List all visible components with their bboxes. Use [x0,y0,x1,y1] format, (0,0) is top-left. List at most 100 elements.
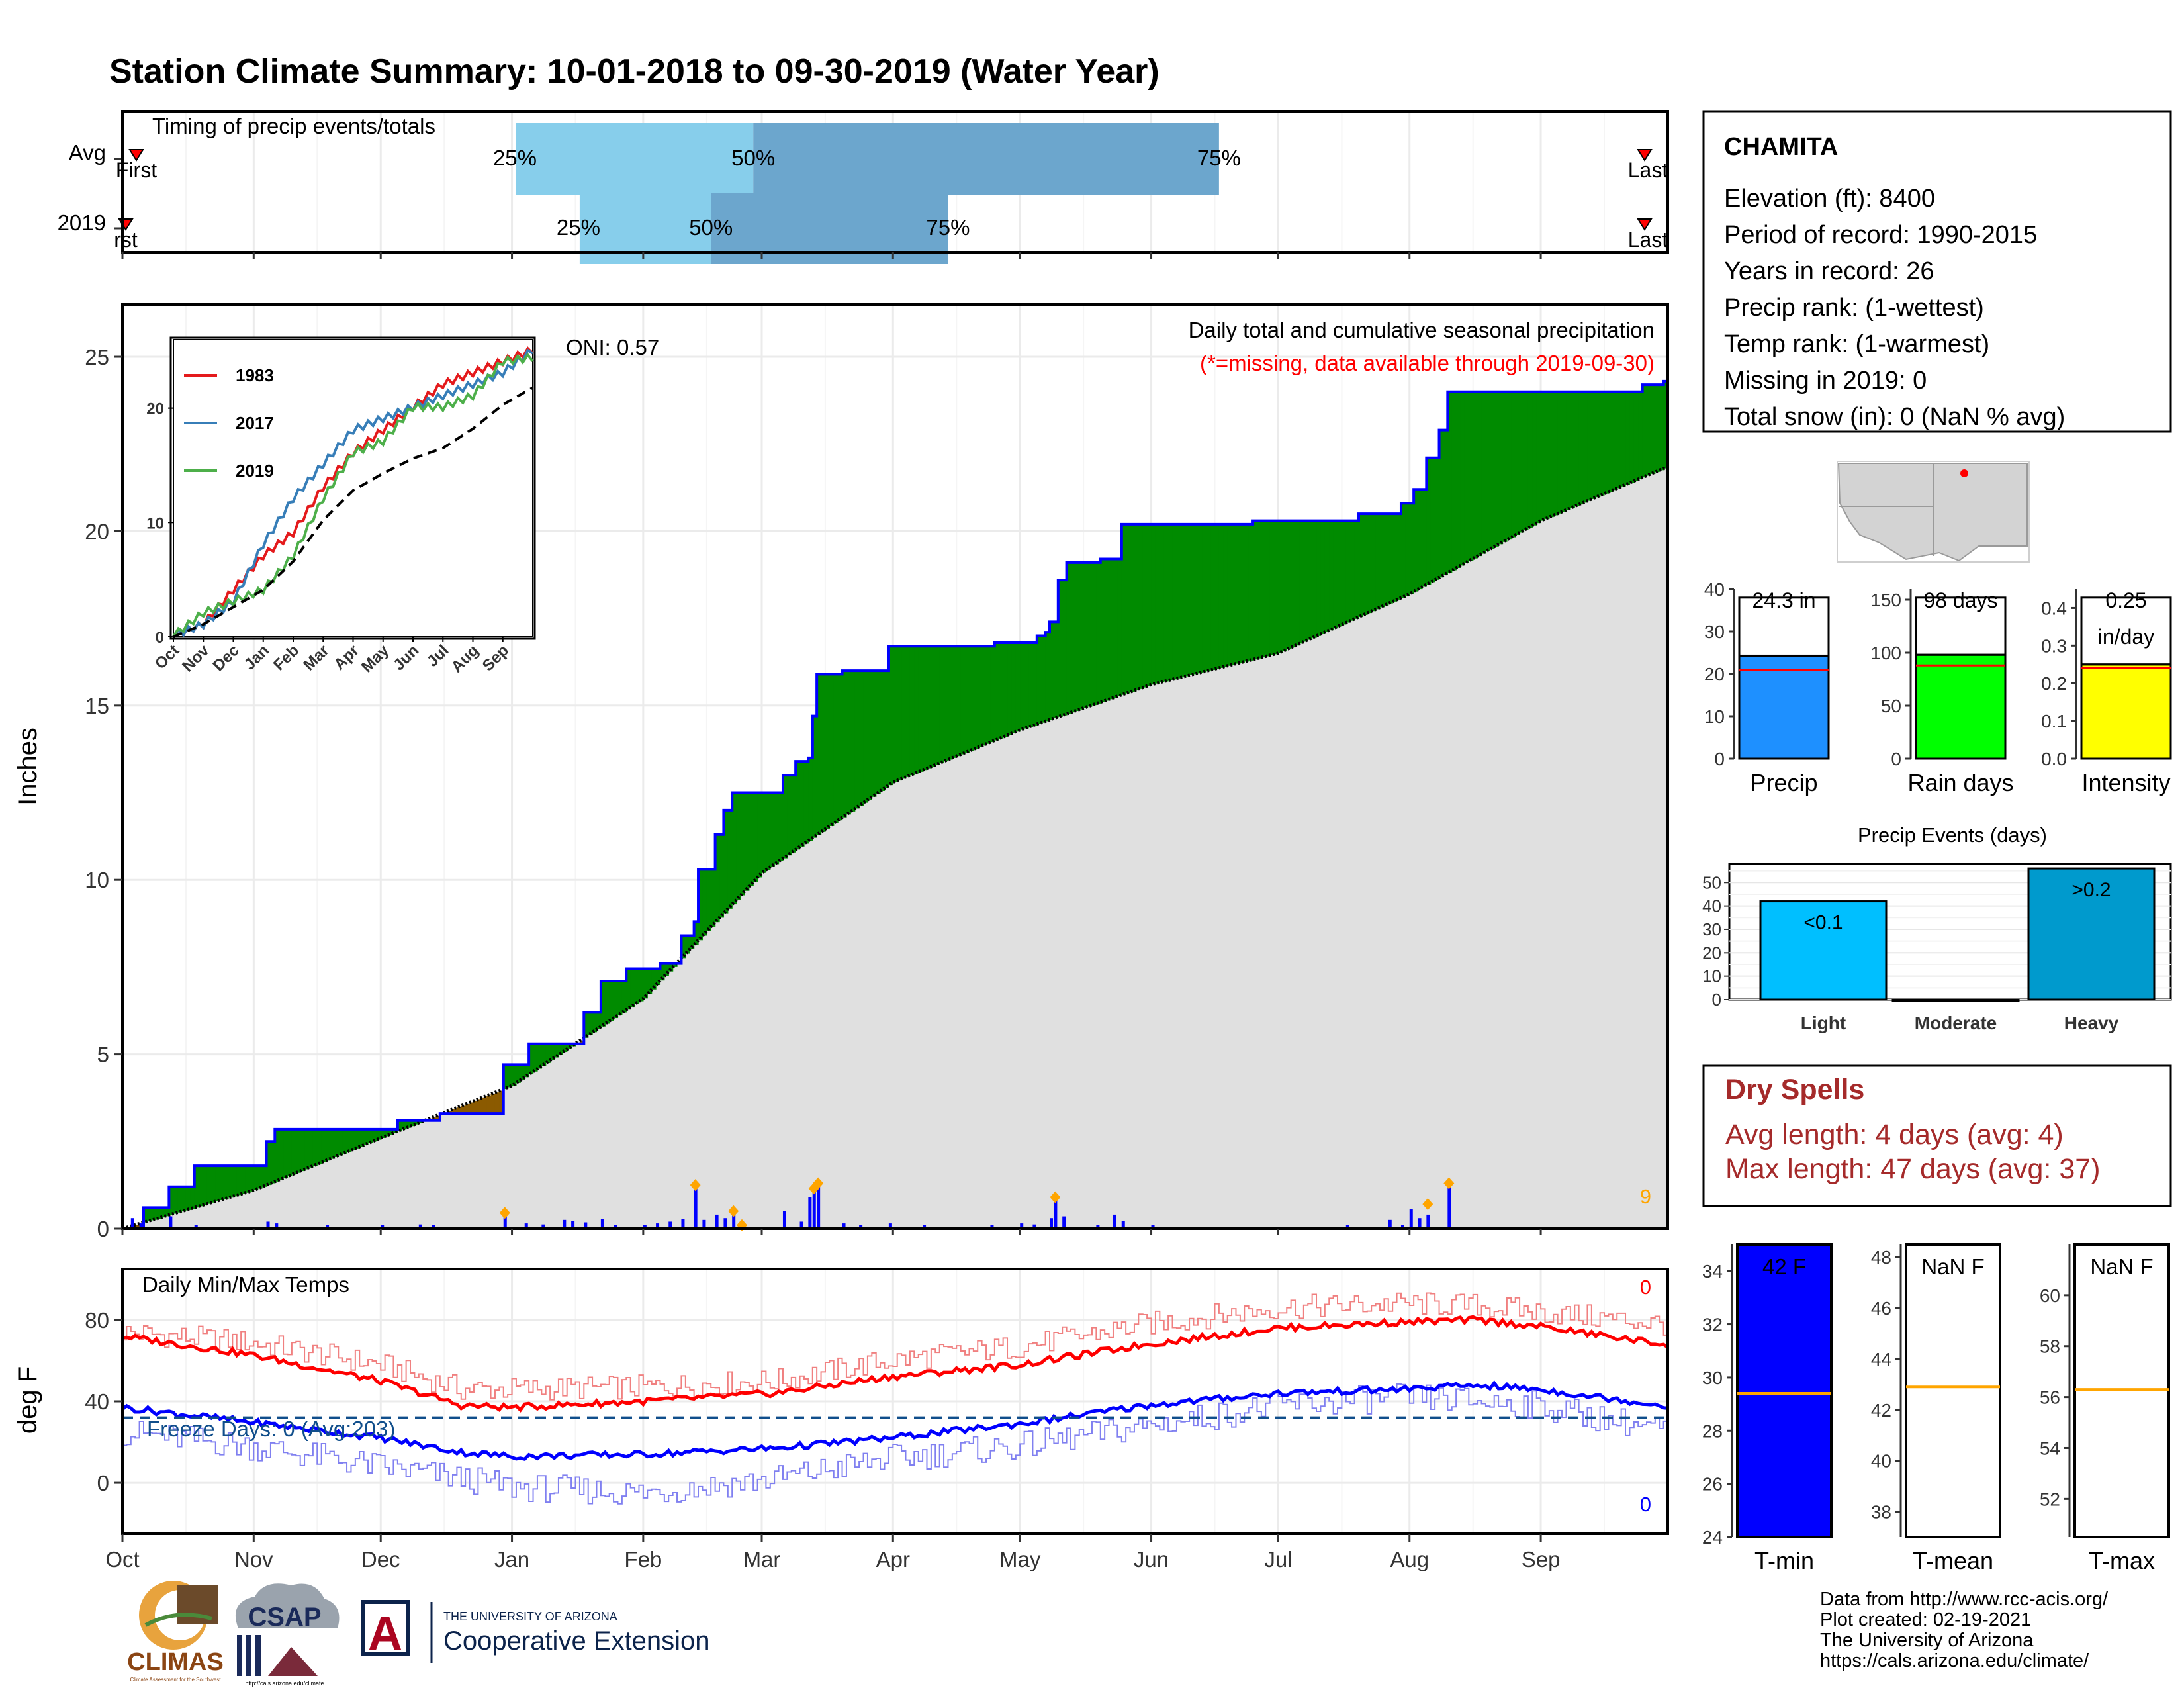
above-average-fill [1566,391,1571,510]
temp-bar-label: T-max [2089,1547,2155,1574]
above-average-fill [1265,520,1271,657]
daily-precip-bar [326,1225,330,1229]
above-average-fill [529,1043,534,1075]
above-average-fill [503,1064,508,1090]
above-average-fill [893,646,898,782]
above-average-fill [808,757,813,841]
above-average-fill [1261,520,1266,658]
daily-precip-bar [702,1219,706,1229]
daily-precip-bar [1151,1225,1155,1229]
events-ytick-label: 0 [1712,990,1721,1009]
above-average-fill [1647,385,1652,476]
above-average-fill [1490,391,1495,549]
climas-logo: CLIMAS Climate Assessment for the Southw… [127,1581,224,1683]
above-average-fill [1223,524,1228,667]
month-tick-label: Apr [876,1547,910,1571]
extreme-event-marker [728,1205,739,1217]
above-average-fill [169,1186,174,1215]
station-location-dot [1960,469,1968,477]
above-average-fill [312,1129,318,1166]
temperature-bars: 24 26 28 30 32 34 42 F T-min 38 40 42 44 46 48 NaN F T-… [1702,1243,2170,1574]
temp-bar-ytick-label: 48 [1871,1247,1891,1268]
station-info-line: Elevation (ft): 8400 [1724,185,1935,212]
above-average-fill [1218,524,1224,668]
above-average-fill [1612,391,1617,491]
above-average-fill [1608,391,1614,492]
above-average-fill [774,792,780,865]
above-average-fill [1354,520,1359,619]
temp-bar-ytick-label: 44 [1871,1349,1891,1370]
above-average-fill [1168,524,1173,680]
above-average-fill [1189,524,1195,675]
above-average-fill [1100,559,1105,702]
daily-precip-bar [715,1214,719,1229]
above-average-fill [152,1207,157,1220]
dry-spells-avg: Avg length: 4 days (avg: 4) [1725,1119,2064,1150]
daily-precip-bar [694,1188,698,1229]
above-average-fill [1130,524,1135,692]
above-average-fill [796,761,801,850]
above-average-fill [1269,520,1275,655]
csap-url: http://cals.arizona.edu/climate [245,1680,324,1687]
above-average-fill [1642,385,1647,478]
above-average-fill [656,968,661,985]
above-average-fill [1388,514,1393,604]
daily-precip-bar [799,1221,803,1229]
daily-precip-bar [563,1219,567,1229]
month-tick-label: Nov [234,1547,273,1571]
above-average-fill [1443,430,1448,575]
above-average-fill [1553,391,1559,516]
summary-bar-frame [1738,596,1830,657]
above-average-fill [626,968,631,1010]
summary-value-label: 0.25 [2105,588,2146,612]
above-average-fill [524,1064,529,1078]
timing-last-label: Last [1628,228,1668,252]
daily-precip-bar [817,1186,821,1229]
precip-ytick-label: 25 [85,345,109,369]
above-average-fill [1032,642,1038,726]
above-average-fill [143,1207,148,1223]
inset-ytick-label: 20 [146,400,164,418]
temp-bar-ytick-label: 42 [1871,1400,1891,1421]
above-average-fill [1655,385,1660,473]
above-average-fill [927,646,932,769]
temp-panel: 0 40 80 Daily Min/Max Temps Freeze Days: 0… [13,252,1669,1571]
above-average-fill [1502,391,1508,542]
above-average-fill [1028,642,1034,727]
above-average-fill [698,869,704,941]
above-average-fill [321,1129,326,1162]
precip-panel-title: Daily total and cumulative seasonal prec… [1189,318,1655,342]
timing-title: Timing of precip events/totals [152,114,435,138]
summary-ytick-label: 100 [1870,643,1901,663]
month-tick-label: May [999,1547,1041,1571]
timing-pct-label: 50% [731,146,775,170]
extreme-event-marker [1050,1191,1061,1203]
footer-line-3: The University of Arizona [1820,1630,2034,1651]
temp-ylabel: deg F [13,1366,42,1434]
above-average-fill [778,792,784,861]
above-average-fill [296,1129,301,1173]
above-average-fill [1451,391,1457,571]
above-average-fill [854,671,860,809]
above-average-fill [1138,524,1144,689]
above-average-fill [1075,562,1080,711]
above-average-fill [1113,559,1118,698]
normal-tmin-line [121,1380,1668,1462]
below-average-fill [473,1100,478,1114]
above-average-fill [1396,514,1402,600]
daily-precip-bar [1409,1209,1413,1229]
above-average-fill [541,1043,547,1066]
above-average-fill [338,1129,343,1156]
above-average-fill [1414,489,1419,592]
above-average-fill [817,674,822,835]
above-average-fill [1163,524,1169,682]
above-average-fill [1541,391,1546,521]
above-average-fill [833,674,839,823]
summary-value-label-2: in/day [2098,625,2154,649]
above-average-fill [884,671,889,788]
above-average-fill [1439,430,1444,578]
normal-tmax-line [122,1315,1669,1413]
above-average-fill [148,1207,153,1221]
above-average-fill [588,1012,593,1035]
